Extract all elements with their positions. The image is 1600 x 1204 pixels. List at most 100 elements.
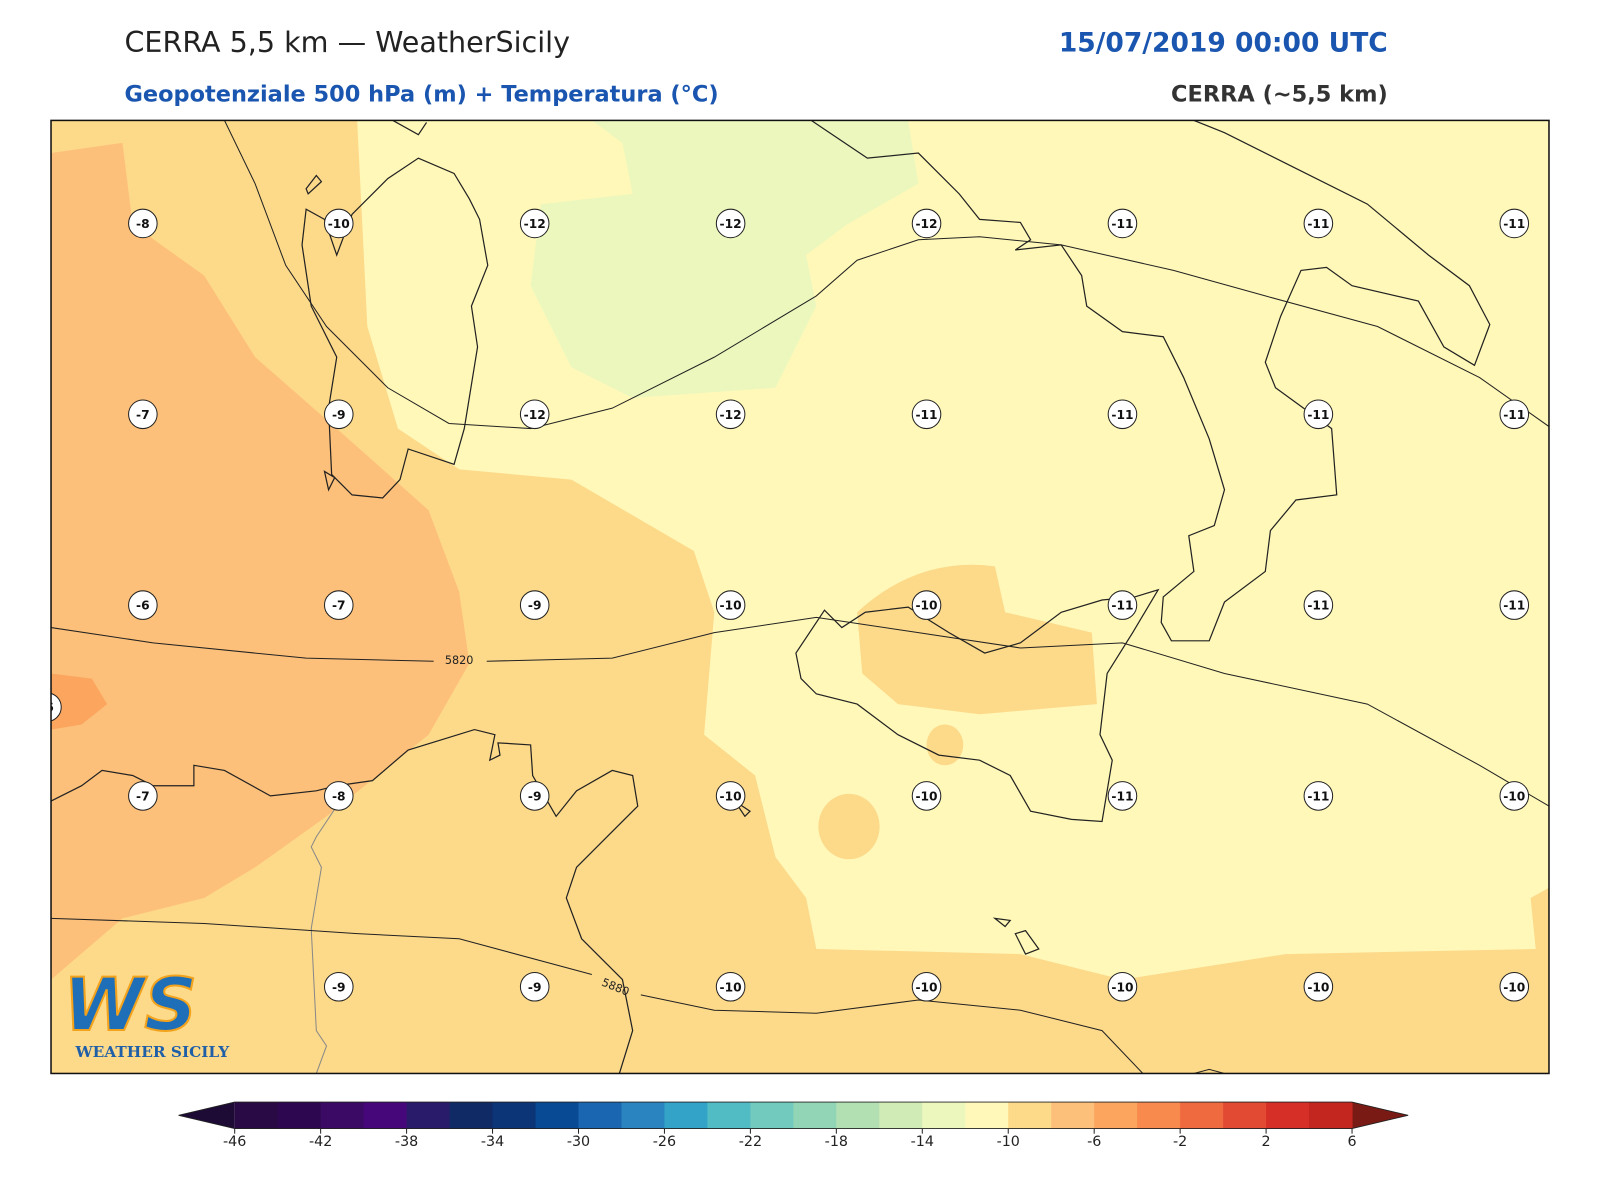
station-label: -7 (136, 789, 150, 803)
coastline (51, 728, 639, 1074)
station-marker (519, 590, 550, 620)
colorbar-bin (793, 1102, 837, 1129)
subtitle: Geopotenziale 500 hPa (m) + Temperatura … (124, 81, 718, 107)
colorbar-bin (492, 1102, 537, 1129)
isohypse (224, 120, 1549, 430)
station-marker (911, 399, 942, 430)
colorbar-tick-label: -6 (1087, 1134, 1101, 1150)
station-marker (519, 208, 550, 239)
station-label: -11 (1307, 599, 1329, 613)
title: CERRA 5,5 km — WeatherSicily (124, 25, 570, 59)
station-marker (323, 781, 354, 811)
station-marker (715, 971, 746, 1002)
colorbar-bin (277, 1102, 322, 1129)
colorbar-bin (621, 1102, 665, 1129)
station-marker (323, 971, 354, 1002)
colorbar: -46 -42 -38 -34 -30 -26 -22 -18 -14 -10 -6 -2 2 6 (178, 1101, 1409, 1150)
colorbar-bin (836, 1102, 880, 1129)
station-marker (1107, 781, 1138, 811)
colorbar-bin (664, 1102, 708, 1129)
station-label: -9 (332, 980, 346, 994)
station-label: -10 (720, 980, 742, 994)
colorbar-bin (1309, 1102, 1353, 1129)
colorbar-tick-label: -18 (825, 1134, 848, 1150)
logo-text: WS (63, 963, 197, 1048)
station-label: -10 (720, 599, 742, 613)
station-marker (715, 208, 746, 239)
colorbar-extend (1352, 1102, 1409, 1129)
station-marker (1107, 208, 1138, 239)
colorbar-bin (1094, 1102, 1138, 1129)
station-marker (1303, 399, 1334, 430)
station-label: -6 (136, 599, 150, 613)
station-marker (1107, 399, 1138, 430)
station-marker (715, 399, 746, 430)
station-marker (911, 971, 942, 1002)
colorbar-tick-label: -30 (567, 1134, 590, 1150)
colorbar-tick-label: -26 (653, 1134, 676, 1150)
logo: WS WEATHER SICILY (62, 962, 231, 1061)
station-label: -11 (1503, 408, 1525, 422)
colorbar-bin (707, 1102, 751, 1129)
station-label: -10 (915, 599, 937, 613)
station-label: -12 (915, 217, 937, 231)
logo-subtext: WEATHER SICILY (75, 1043, 231, 1061)
colorbar-bin (449, 1102, 494, 1129)
station-marker (128, 781, 158, 811)
station-marker (1499, 590, 1530, 620)
colorbar-tick-label: 2 (1262, 1134, 1271, 1150)
station-label: -10 (1503, 980, 1525, 994)
colorbar-extend (178, 1102, 235, 1129)
island (305, 174, 1040, 955)
station-label: -11 (1307, 408, 1329, 422)
station-marker (51, 692, 62, 722)
colorbar-bin (1266, 1102, 1310, 1129)
coastline (810, 120, 1491, 642)
station-label: -10 (1111, 980, 1133, 994)
station-marker (1499, 781, 1530, 811)
station-label: -9 (528, 599, 542, 613)
field (51, 673, 108, 730)
station-label: -10 (915, 789, 937, 803)
field (926, 724, 964, 766)
colorbar-tick-label: 6 (1348, 1134, 1357, 1150)
colorbar-bin (879, 1102, 923, 1129)
station-marker (1107, 590, 1138, 620)
station-label: -11 (1503, 217, 1525, 231)
date: 15/07/2019 00:00 UTC (1059, 27, 1388, 58)
station-label: -11 (1503, 599, 1525, 613)
field (530, 120, 919, 398)
station-label: -11 (1307, 217, 1329, 231)
colorbar-bin (1180, 1102, 1224, 1129)
colorbar-bin (922, 1102, 966, 1129)
station-label: -10 (720, 789, 742, 803)
station-label: -10 (328, 217, 350, 231)
station-marker (911, 781, 942, 811)
station-label: -7 (332, 599, 346, 613)
map: -8 -10 -12 -12 -12 -11 -11 -11 -7 -9 -12 -12 -11 -11 -… (40, 120, 1549, 1074)
contour-label: 5820 (445, 654, 474, 667)
station-marker (1499, 208, 1530, 239)
station-label: -11 (915, 408, 937, 422)
coastline (392, 120, 428, 136)
station-label: -12 (720, 408, 742, 422)
station-marker (519, 971, 550, 1002)
station-marker (1107, 971, 1138, 1002)
colorbar-bin (1137, 1102, 1181, 1129)
station-label: -6 (40, 701, 54, 715)
station-label: -9 (528, 980, 542, 994)
station-label: -10 (1503, 789, 1525, 803)
colorbar-bin (965, 1102, 1009, 1129)
station-label: -11 (1111, 408, 1133, 422)
isohypse (51, 616, 1549, 807)
station-marker (128, 590, 158, 620)
station-label: -10 (915, 980, 937, 994)
colorbar-bin (750, 1102, 794, 1129)
colorbar-tick-label: -22 (739, 1134, 762, 1150)
station-marker (1303, 590, 1334, 620)
station-marker (1303, 971, 1334, 1002)
station-marker (1499, 399, 1530, 430)
colorbar-bin (535, 1102, 580, 1129)
station-label: -8 (136, 217, 150, 231)
field (51, 142, 470, 980)
